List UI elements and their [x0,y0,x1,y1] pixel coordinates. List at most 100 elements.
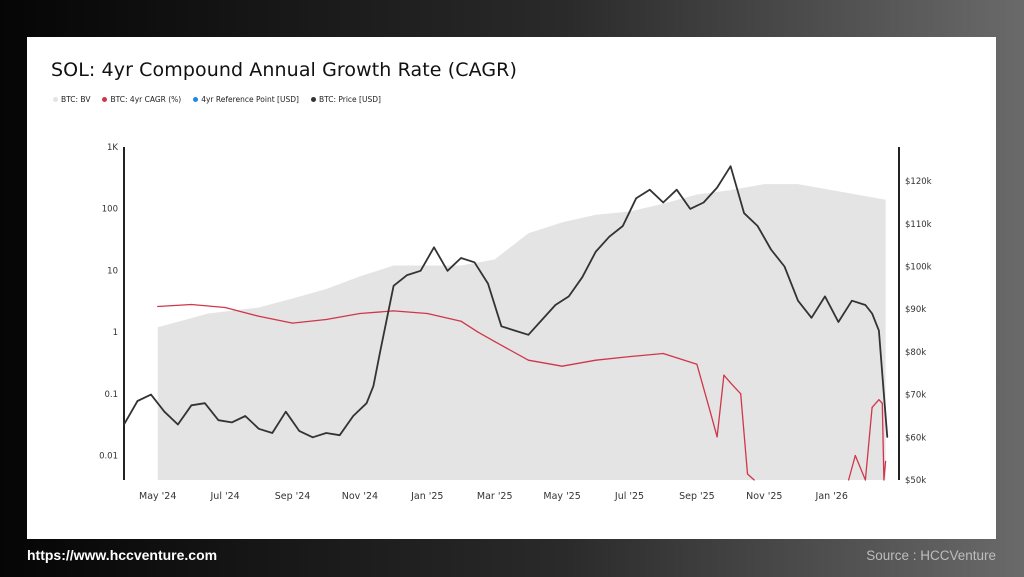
cagr-point [740,393,742,395]
price-point [217,419,219,421]
y-right-tick-label: $90k [905,305,926,315]
y-right-tick-label: $60k [905,433,926,443]
legend-dot-icon [102,97,108,102]
price-point [622,225,624,227]
legend-dot-icon [193,97,199,102]
price-point [393,285,395,287]
cagr-point [848,479,850,481]
x-tick-label: May '25 [543,491,580,502]
cagr-point [494,341,496,343]
x-tick-label: Nov '25 [746,491,782,502]
price-point [204,402,206,404]
cagr-point [881,402,883,404]
price-point [797,300,799,302]
price-point [177,423,179,426]
cagr-point [224,306,226,309]
price-point [864,304,867,306]
legend-dot-icon [310,97,316,102]
price-point [649,189,651,191]
price-point [231,421,233,423]
price-point [298,430,300,432]
legend-label: 4yr Reference Point [USD] [201,95,299,104]
price-point [487,283,489,285]
cagr-point [746,473,749,475]
price-point [824,295,826,297]
price-point [460,257,462,259]
cagr-point [723,374,725,376]
legend-label: BTC: Price [USD] [318,95,381,104]
price-point [190,404,192,406]
cagr-point [871,406,873,408]
y-right-tick-label: $100k [905,263,932,273]
price-point [676,189,678,191]
price-point [514,330,516,332]
cagr-point [595,359,597,361]
x-tick-label: Sep '25 [679,491,715,502]
chart-title: SOL: 4yr Compound Annual Growth Rate (CA… [51,59,517,81]
cagr-point [258,315,260,317]
price-point [635,197,637,199]
legend-item[interactable]: 4yr Reference Point [USD] [193,95,299,104]
price-point [743,212,745,214]
legend-item[interactable]: BTC: Price [USD] [310,95,381,104]
cagr-point [696,363,698,365]
cagr-point [753,479,755,481]
price-point [150,394,152,396]
legend-label: BTC: BV [61,95,91,104]
chart-card: SOL: 4yr Compound Annual Growth Rate (CA… [27,37,996,539]
cagr-point [662,352,664,355]
cagr-point [561,365,563,367]
y-right-tick-label: $110k [905,220,932,230]
cagr-point [477,331,479,333]
price-point [366,402,368,404]
price-point [810,317,813,319]
y-left-tick-label: 100 [102,205,118,215]
price-point [500,325,502,327]
y-right-tick-label: $50k [905,476,926,486]
price-point [757,225,759,227]
chart-svg: 1K 100 10 1 0.1 0.01 $120k $110k $100k $90k $80k $7… [99,143,932,502]
price-point [878,330,880,332]
cagr-point [628,356,631,358]
cagr-point [325,318,327,321]
x-tick-label: Mar '25 [477,491,513,502]
cagr-point [291,322,294,324]
cagr-point [709,411,712,413]
x-tick-label: Nov '24 [342,491,378,502]
source-label: Source : HCCVenture [866,548,996,563]
legend-item[interactable]: BTC: 4yr CAGR (%) [102,95,181,104]
price-point [372,385,374,387]
cagr-point [878,399,880,401]
price-point [770,248,772,251]
price-point [163,411,165,413]
price-point [608,236,610,238]
price-point [851,300,853,302]
cagr-point [393,310,395,312]
price-point [325,432,327,434]
legend-item[interactable]: BTC: BV [53,95,90,104]
series-line-cagr [847,399,887,481]
y-left-tick-label: 1K [107,143,118,153]
price-point [473,261,476,263]
y-left-tick-label: 0.01 [99,451,118,461]
x-tick-label: Jan '25 [410,491,443,502]
y-left-tick-label: 10 [107,266,118,276]
price-point [136,400,139,402]
legend-dot-icon [53,97,58,102]
price-point [883,394,885,396]
cagr-point [885,460,887,462]
price-point [716,187,718,189]
cagr-point [864,479,867,481]
cagr-point [854,454,856,457]
price-point [595,251,597,253]
cagr-point [527,359,529,361]
website-link[interactable]: https://www.hccventure.com [27,547,218,563]
price-point [871,312,873,315]
y-left-tick-label: 0.1 [104,390,118,400]
y-right-tick-label: $70k [905,391,926,401]
cagr-point [883,479,885,481]
cagr-point [426,312,428,315]
price-point [285,411,287,413]
price-point [837,321,840,323]
price-point [446,270,449,272]
